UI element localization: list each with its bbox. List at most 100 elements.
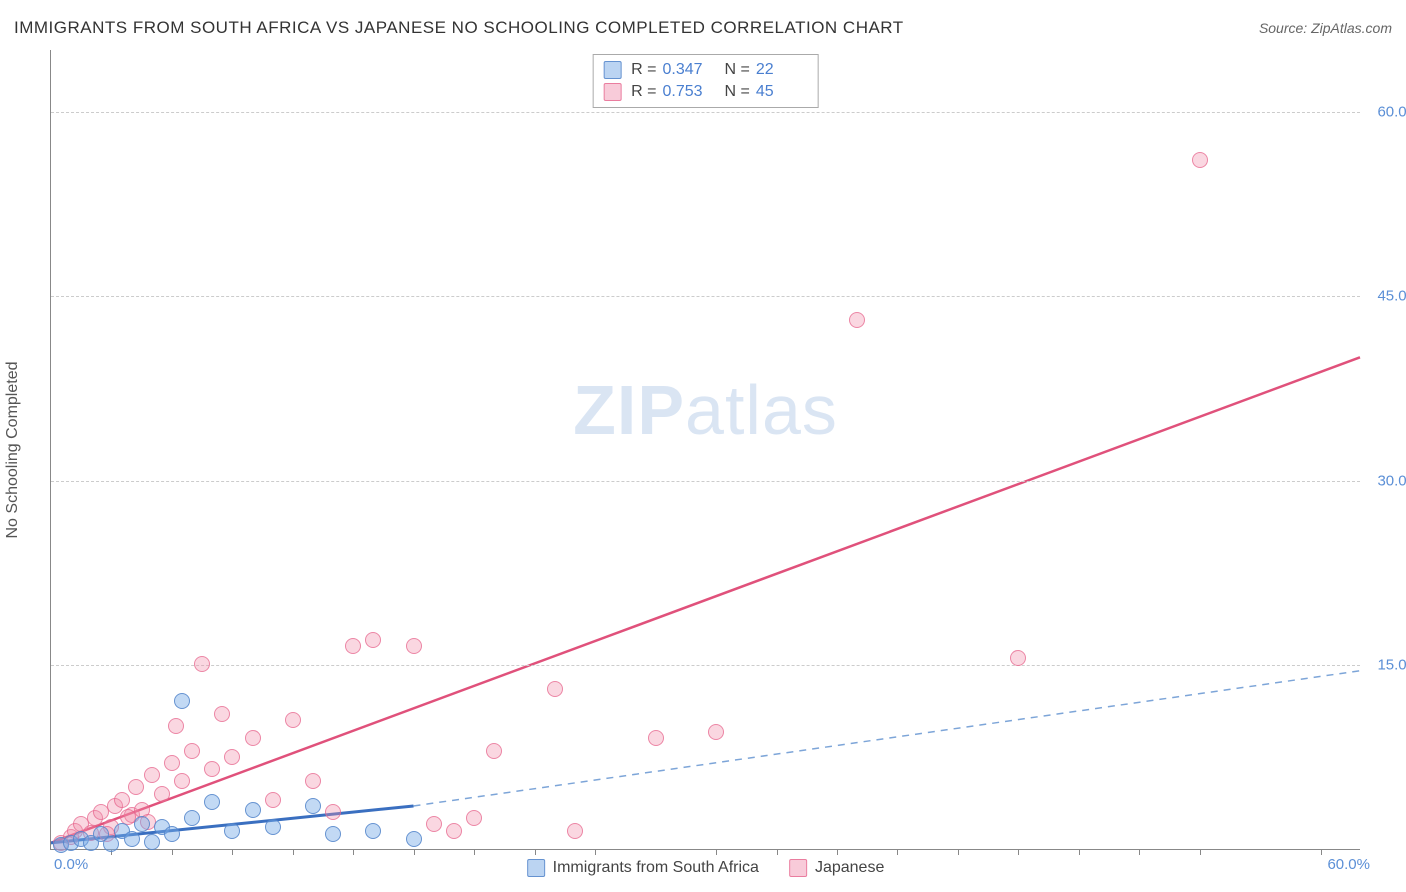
r-value: 0.347 — [663, 61, 715, 79]
source-prefix: Source: — [1259, 20, 1311, 36]
x-tick — [1321, 849, 1322, 855]
r-label: R = — [631, 83, 656, 101]
data-point — [204, 794, 220, 810]
y-tick-label: 45.0% — [1365, 288, 1406, 305]
data-point — [265, 819, 281, 835]
data-point — [708, 724, 724, 740]
gridline — [51, 481, 1360, 482]
x-tick — [777, 849, 778, 855]
x-tick — [353, 849, 354, 855]
data-point — [265, 792, 281, 808]
x-tick — [1139, 849, 1140, 855]
data-point — [365, 632, 381, 648]
data-point — [426, 816, 442, 832]
y-tick-label: 30.0% — [1365, 472, 1406, 489]
legend-row: R = 0.347 N = 22 — [603, 59, 808, 81]
x-tick — [535, 849, 536, 855]
chart-title: IMMIGRANTS FROM SOUTH AFRICA VS JAPANESE… — [14, 18, 904, 38]
x-tick — [716, 849, 717, 855]
data-point — [134, 816, 150, 832]
data-point — [1192, 152, 1208, 168]
data-point — [204, 761, 220, 777]
series-legend: Immigrants from South Africa Japanese — [527, 859, 885, 877]
data-point — [245, 802, 261, 818]
r-label: R = — [631, 61, 656, 79]
data-point — [124, 831, 140, 847]
data-point — [365, 823, 381, 839]
x-tick — [958, 849, 959, 855]
x-tick — [595, 849, 596, 855]
scatter-chart: ZIPatlas No Schooling Completed R =0.347… — [50, 50, 1360, 850]
data-point — [224, 823, 240, 839]
data-point — [168, 718, 184, 734]
legend-swatch — [603, 83, 621, 101]
x-tick — [232, 849, 233, 855]
n-label: N = — [725, 61, 750, 79]
x-tick — [172, 849, 173, 855]
legend-label: Immigrants from South Africa — [553, 859, 759, 877]
data-point — [164, 755, 180, 771]
data-point — [144, 834, 160, 850]
data-point — [245, 730, 261, 746]
x-tick — [1018, 849, 1019, 855]
gridline — [51, 112, 1360, 113]
chart-header: IMMIGRANTS FROM SOUTH AFRICA VS JAPANESE… — [14, 18, 1392, 38]
n-value: 22 — [756, 61, 808, 79]
x-axis-min-label: 0.0% — [54, 856, 88, 873]
y-tick-label: 60.0% — [1365, 103, 1406, 120]
data-point — [406, 831, 422, 847]
data-point — [285, 712, 301, 728]
data-point — [1010, 650, 1026, 666]
data-point — [466, 810, 482, 826]
data-point — [128, 779, 144, 795]
data-point — [184, 743, 200, 759]
data-point — [345, 638, 361, 654]
x-tick — [897, 849, 898, 855]
data-point — [648, 730, 664, 746]
data-point — [184, 810, 200, 826]
x-tick — [837, 849, 838, 855]
x-tick — [293, 849, 294, 855]
legend-row: R =0.753N =45 — [603, 81, 808, 103]
data-point — [174, 693, 190, 709]
legend-swatch — [789, 859, 807, 877]
gridline — [51, 296, 1360, 297]
data-point — [224, 749, 240, 765]
data-point — [114, 792, 130, 808]
legend-item: Immigrants from South Africa — [527, 859, 759, 877]
source-attribution: Source: ZipAtlas.com — [1259, 20, 1392, 36]
data-point — [406, 638, 422, 654]
data-point — [446, 823, 462, 839]
x-tick — [474, 849, 475, 855]
data-point — [325, 826, 341, 842]
y-axis-label: No Schooling Completed — [4, 361, 22, 538]
x-tick — [1079, 849, 1080, 855]
source-link[interactable]: ZipAtlas.com — [1311, 20, 1392, 36]
n-value: 45 — [756, 83, 808, 101]
data-point — [849, 312, 865, 328]
data-point — [214, 706, 230, 722]
legend-swatch — [603, 61, 621, 79]
legend-label: Japanese — [815, 859, 884, 877]
legend-item: Japanese — [789, 859, 884, 877]
data-point — [154, 786, 170, 802]
y-tick-label: 15.0% — [1365, 657, 1406, 674]
data-point — [486, 743, 502, 759]
x-tick — [414, 849, 415, 855]
data-point — [103, 836, 119, 852]
data-point — [174, 773, 190, 789]
data-point — [567, 823, 583, 839]
trend-lines — [51, 50, 1360, 849]
data-point — [144, 767, 160, 783]
data-point — [305, 773, 321, 789]
trend-line — [51, 357, 1360, 843]
data-point — [194, 656, 210, 672]
legend-swatch — [527, 859, 545, 877]
data-point — [547, 681, 563, 697]
x-axis-max-label: 60.0% — [1327, 856, 1370, 873]
data-point — [325, 804, 341, 820]
gridline — [51, 665, 1360, 666]
x-tick — [1200, 849, 1201, 855]
data-point — [305, 798, 321, 814]
r-value: 0.753 — [663, 83, 715, 101]
